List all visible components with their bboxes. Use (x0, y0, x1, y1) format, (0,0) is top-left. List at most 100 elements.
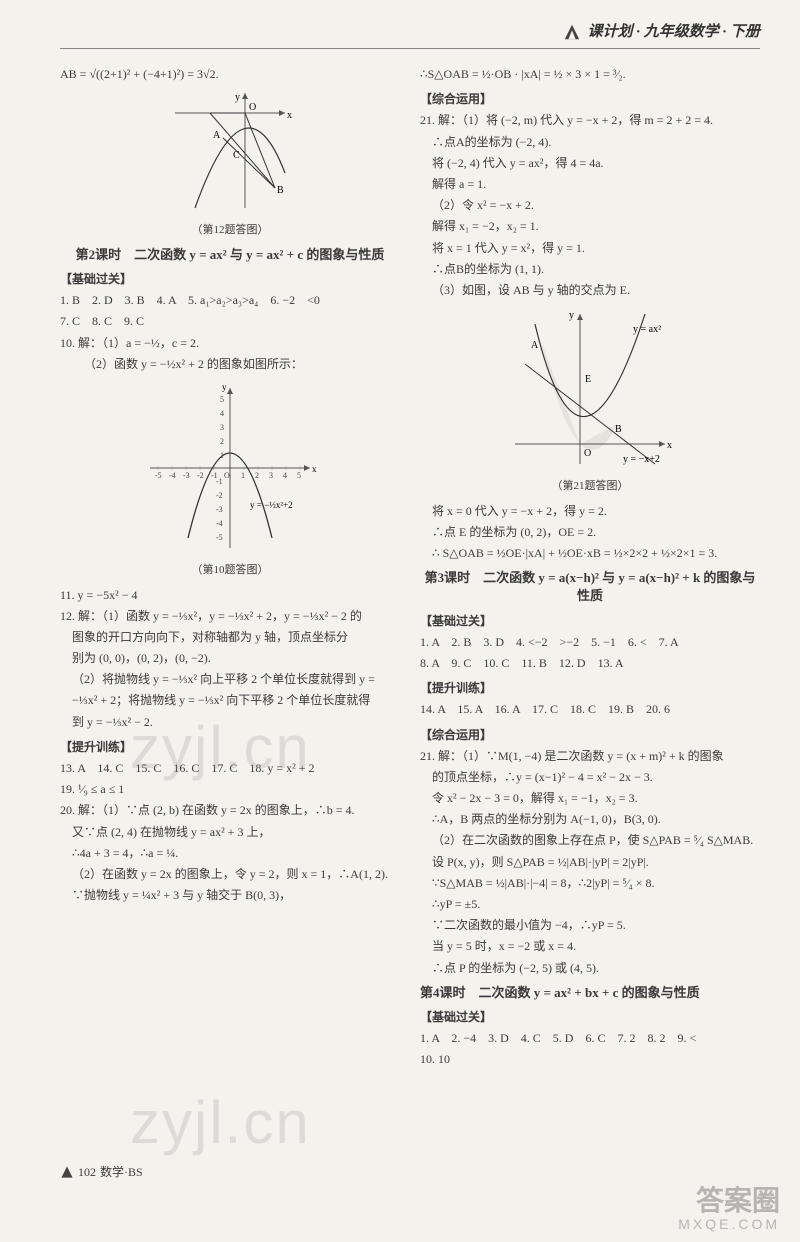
text-line: 设 P(x, y)，则 S△PAB = ½|AB|·|yP| = 2|yP|. (420, 853, 760, 872)
text-line: 20. 解：（1）∵点 (2, b) 在函数 y = 2x 的图象上，∴b = … (60, 801, 400, 820)
text-line: 14. A 15. A 16. A 17. C 18. C 19. B 20. … (420, 700, 760, 719)
text-line: ∵S△MAB = ½|AB|·|−4| = 8，∴2|yP| = ⁵⁄₄ × 8… (420, 874, 760, 893)
text-line: 7. C 8. C 9. C (60, 312, 400, 331)
text-line: ∵抛物线 y = ¼x² + 3 与 y 轴交于 B(0, 3)， (60, 886, 400, 905)
text-line: 到 y = −⅓x² − 2. (60, 713, 400, 732)
text-line: 又∵点 (2, 4) 在抛物线 y = ax² + 3 上， (60, 823, 400, 842)
svg-text:-4: -4 (216, 519, 223, 528)
svg-text:A: A (531, 340, 539, 351)
svg-text:y: y (235, 92, 240, 103)
text-line: ∴A，B 两点的坐标分别为 A(−1, 0)，B(3, 0). (420, 810, 760, 829)
text-line: （3）如图，设 AB 与 y 轴的交点为 E. (420, 281, 760, 300)
text-line: 的顶点坐标，∴y = (x−1)² − 4 = x² − 2x − 3. (420, 768, 760, 787)
text-line: −⅓x² + 2；将抛物线 y = −⅓x² 向下平移 2 个单位长度就得 (60, 691, 400, 710)
text-line: 将 (−2, 4) 代入 y = ax²，得 4 = 4a. (420, 154, 760, 173)
text-line: 10. 解：（1）a = −½，c = 2. (60, 334, 400, 353)
text-line: 解得 a = 1. (420, 175, 760, 194)
figure-21: O x y A E B y = ax² y = −x+2 (420, 304, 760, 474)
svg-text:-3: -3 (183, 471, 190, 480)
figure-12: O x y A C B (60, 88, 400, 218)
left-column: AB = √((2+1)² + (−4+1)²) = 3√2. O x y (60, 63, 400, 1072)
svg-text:2: 2 (220, 437, 224, 446)
svg-text:3: 3 (220, 423, 224, 432)
heading-tisheng: 【提升训练】 (60, 738, 400, 757)
figure-12-caption: （第12题答图） (60, 222, 400, 240)
text-line: ∴ S△OAB = ½OE·|xA| + ½OE·xB = ½×2×2 + ½×… (420, 544, 760, 563)
answer-stamp: 答案圈 MXQE.COM (678, 1186, 780, 1232)
text-line: 1. A 2. B 3. D 4. <−2 >−2 5. −1 6. < 7. … (420, 633, 760, 652)
text-line: 13. A 14. C 15. C 16. C 17. C 18. y = x²… (60, 759, 400, 778)
svg-text:5: 5 (220, 395, 224, 404)
text-line: ∴点 P 的坐标为 (−2, 5) 或 (4, 5). (420, 959, 760, 978)
svg-text:-5: -5 (216, 533, 223, 542)
text-line: 21. 解：（1）∵M(1, −4) 是二次函数 y = (x + m)² + … (420, 747, 760, 766)
svg-text:y = −x+2: y = −x+2 (623, 454, 660, 465)
page: 课计划 · 九年级数学 · 下册 AB = √((2+1)² + (−4+1)²… (0, 0, 800, 1242)
svg-text:5: 5 (297, 471, 301, 480)
footer-logo-icon (60, 1165, 74, 1179)
text-line: （2）函数 y = −½x² + 2 的图象如图所示： (60, 355, 400, 374)
svg-text:4: 4 (220, 409, 224, 418)
heading-zonghe: 【综合运用】 (420, 90, 760, 109)
svg-text:4: 4 (283, 471, 287, 480)
text-line: 解得 x₁ = −2，x₂ = 1. (420, 217, 760, 236)
svg-text:-2: -2 (197, 471, 204, 480)
content-columns: AB = √((2+1)² + (−4+1)²) = 3√2. O x y (60, 63, 760, 1072)
text-line: （2）在函数 y = 2x 的图象上，令 y = 2，则 x = 1，∴A(1,… (60, 865, 400, 884)
heading-jichu: 【基础过关】 (420, 612, 760, 631)
footer-label: 数学·BS (100, 1163, 143, 1182)
page-header: 课计划 · 九年级数学 · 下册 (60, 20, 760, 49)
svg-text:1: 1 (241, 471, 245, 480)
svg-text:y: y (222, 382, 227, 392)
svg-text:-2: -2 (216, 491, 223, 500)
svg-text:y = −½x²+2: y = −½x²+2 (250, 500, 293, 510)
text-line: 当 y = 5 时，x = −2 或 x = 4. (420, 937, 760, 956)
heading-jichu: 【基础过关】 (60, 270, 400, 289)
svg-text:-4: -4 (169, 471, 176, 480)
stamp-big: 答案圈 (678, 1186, 780, 1217)
text-line: （2）在二次函数的图象上存在点 P，使 S△PAB = ⁵⁄₄ S△MAB. (420, 831, 760, 850)
text-line: ∴yP = ±5. (420, 895, 760, 914)
heading-jichu: 【基础过关】 (420, 1008, 760, 1027)
page-number: 102 (78, 1163, 96, 1182)
svg-text:x: x (667, 440, 672, 451)
header-title: 课计划 · 九年级数学 · 下册 (587, 20, 760, 44)
text-line: ∵二次函数的最小值为 −4，∴yP = 5. (420, 916, 760, 935)
text-line: ∴点A的坐标为 (−2, 4). (420, 133, 760, 152)
text-line: 将 x = 0 代入 y = −x + 2，得 y = 2. (420, 502, 760, 521)
right-column: ∴S△OAB = ½·OB · |xA| = ½ × 3 × 1 = ³⁄₂. … (420, 63, 760, 1072)
svg-text:B: B (277, 185, 284, 196)
text-line: ∴点B的坐标为 (1, 1). (420, 260, 760, 279)
figure-10: x y -5-4 -3-2 -1O 12 34 5 54 32 1 -1-2 (60, 378, 400, 558)
section-3-title: 第3课时 二次函数 y = a(x−h)² 与 y = a(x−h)² + k … (420, 569, 760, 605)
svg-text:A: A (213, 130, 221, 141)
text-line: 别为 (0, 0)，(0, 2)，(0, −2). (60, 649, 400, 668)
heading-tisheng: 【提升训练】 (420, 679, 760, 698)
text-line: ∴点 E 的坐标为 (0, 2)，OE = 2. (420, 523, 760, 542)
figure-21-caption: （第21题答图） (420, 478, 760, 496)
section-4-title: 第4课时 二次函数 y = ax² + bx + c 的图象与性质 (420, 984, 760, 1002)
svg-text:3: 3 (269, 471, 273, 480)
text-line: 11. y = −5x² − 4 (60, 586, 400, 605)
svg-text:C: C (233, 150, 240, 161)
svg-text:y: y (569, 310, 574, 321)
svg-text:O: O (249, 102, 256, 113)
text-line: 19. ¹⁄₉ ≤ a ≤ 1 (60, 780, 400, 799)
svg-text:-3: -3 (216, 505, 223, 514)
svg-text:2: 2 (255, 471, 259, 480)
watermark: zyjl.cn (130, 1075, 311, 1171)
text-line: ∴S△OAB = ½·OB · |xA| = ½ × 3 × 1 = ³⁄₂. (420, 65, 760, 84)
svg-text:y = ax²: y = ax² (633, 324, 661, 335)
svg-text:-1: -1 (216, 477, 223, 486)
text-line: ∴4a + 3 = 4，∴a = ¼. (60, 844, 400, 863)
text-line: 8. A 9. C 10. C 11. B 12. D 13. A (420, 654, 760, 673)
figure-10-caption: （第10题答图） (60, 562, 400, 580)
text-line: 将 x = 1 代入 y = x²，得 y = 1. (420, 239, 760, 258)
heading-zonghe: 【综合运用】 (420, 726, 760, 745)
text-line: AB = √((2+1)² + (−4+1)²) = 3√2. (60, 65, 400, 84)
text-line: 10. 10 (420, 1050, 760, 1069)
text-line: （2）令 x² = −x + 2. (420, 196, 760, 215)
page-footer: 102 数学·BS (60, 1163, 143, 1182)
text-line: 21. 解：（1）将 (−2, m) 代入 y = −x + 2，得 m = 2… (420, 111, 760, 130)
stamp-small: MXQE.COM (678, 1217, 780, 1232)
